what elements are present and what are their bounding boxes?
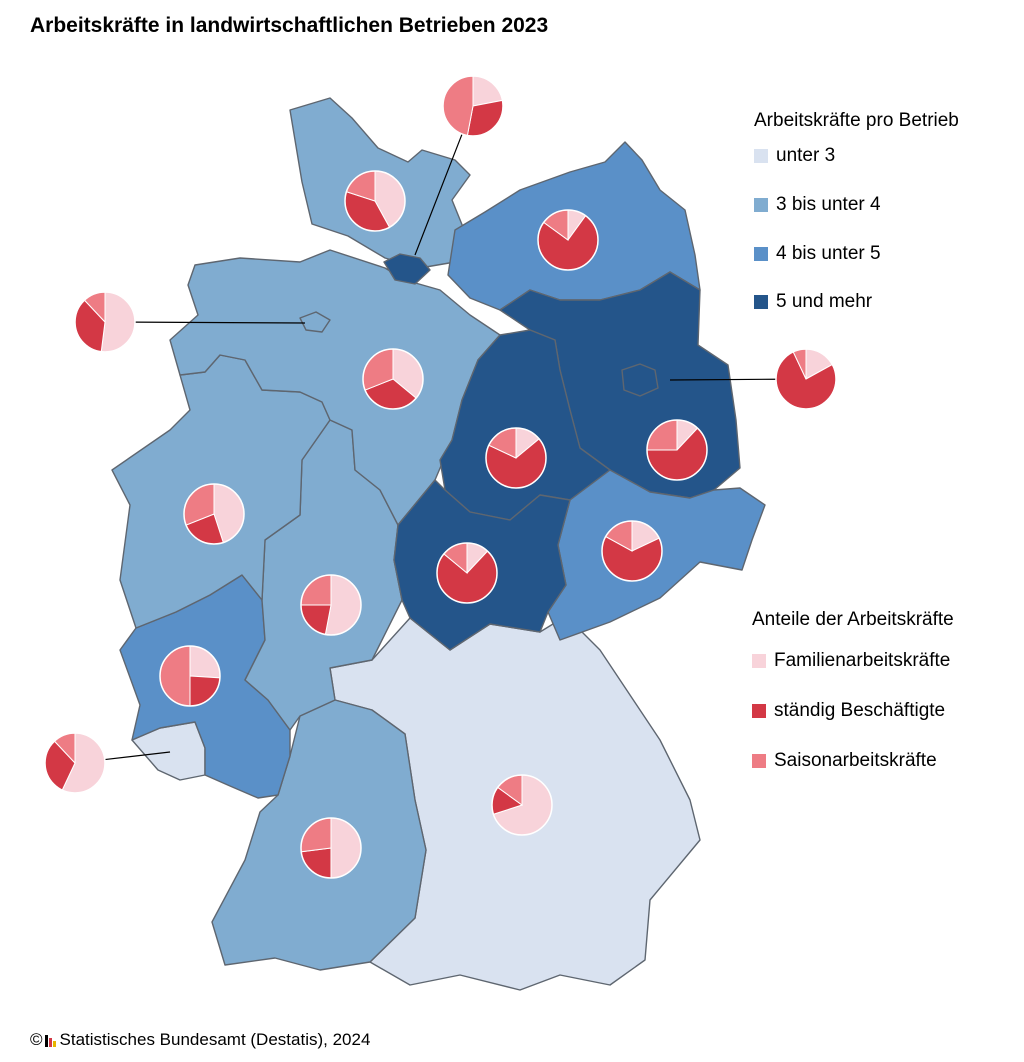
legend-density-item-3: 5 und mehr [754,291,872,313]
legend-swatch [754,149,768,163]
legend-density-item-2: 4 bis unter 5 [754,243,881,265]
callout-line-berlin [669,378,777,381]
legend-swatch [752,704,766,718]
legend-shares-item-0: Familienarbeitskräfte [752,650,950,672]
pie-outline [442,75,504,137]
pie-outline [491,774,553,836]
legend-label: Familienarbeitskräfte [774,650,951,671]
destatis-logo-icon [44,1033,57,1047]
pie-thueringen[interactable] [436,542,498,604]
legend-label: Saisonarbeitskräfte [774,750,937,771]
pie-niedersachsen[interactable] [362,348,424,410]
legend-label: ständig Beschäftigte [774,700,946,721]
pie-outline [300,574,362,636]
callout-lines [104,133,777,761]
pie-berlin[interactable] [775,348,837,410]
pie-brandenburg[interactable] [646,419,708,481]
logo-bar [48,1038,52,1047]
pie-outline [436,542,498,604]
map-title: Arbeitskräfte in landwirtschaftlichen Be… [30,14,549,37]
pie-outline [485,427,547,489]
pie-outline [537,209,599,271]
state-hamburg[interactable] [383,253,431,285]
logo-bar [44,1035,48,1047]
state-bremen[interactable] [299,311,331,333]
pie-slice-saison [442,75,474,137]
pie-outline [601,520,663,582]
legend-shares-item-2: Saisonarbeitskräfte [752,750,937,772]
legend-shares-item-1: ständig Beschäftigte [752,700,945,722]
pie-mecklenburg-vorpommern[interactable] [537,209,599,271]
pie-bremen[interactable] [74,291,136,353]
source-note: © Statistisches Bundesamt (Destatis), 20… [30,1030,370,1050]
pie-slice-familie [100,291,136,353]
pie-outline [183,483,245,545]
pie-outline [646,419,708,481]
pie-nordrhein-westfalen[interactable] [183,483,245,545]
legend-label: 5 und mehr [776,291,873,312]
pie-schleswig-holstein[interactable] [344,170,406,232]
legend-swatch [754,295,768,309]
copyright-symbol: © [30,1030,43,1049]
legend-density-item-1: 3 bis unter 4 [754,194,881,216]
pie-sachsen-anhalt[interactable] [485,427,547,489]
pie-outline [44,732,106,794]
legend-swatch [752,754,766,768]
state-berlin[interactable] [621,363,659,397]
pie-bayern[interactable] [491,774,553,836]
legend-swatch [754,247,768,261]
callout-line-bremen [134,321,306,324]
legend-label: 4 bis unter 5 [776,243,881,264]
source-text: Statistisches Bundesamt (Destatis), 2024 [59,1030,371,1049]
pie-hessen[interactable] [300,574,362,636]
pie-outline [300,817,362,879]
legend-density-heading: Arbeitskräfte pro Betrieb [754,110,959,131]
callout-line-saarland [104,751,171,761]
pie-saarland[interactable] [44,732,106,794]
legend-label: 3 bis unter 4 [776,194,881,215]
legend-swatch [754,198,768,212]
logo-bar [52,1041,56,1047]
pie-baden-wuerttemberg[interactable] [300,817,362,879]
pie-sachsen[interactable] [601,520,663,582]
pie-outline [159,645,221,707]
legend-swatch [752,654,766,668]
pie-charts [44,75,837,879]
pie-outline [74,291,136,353]
legend-shares-heading: Anteile der Arbeitskräfte [752,609,954,630]
pie-outline [362,348,424,410]
legend-density-item-0: unter 3 [754,145,835,167]
pie-rheinland-pfalz[interactable] [159,645,221,707]
pie-hamburg[interactable] [442,75,504,137]
legend-label: unter 3 [776,145,836,166]
pie-outline [344,170,406,232]
pie-outline [775,348,837,410]
callout-line-hamburg [414,133,463,256]
